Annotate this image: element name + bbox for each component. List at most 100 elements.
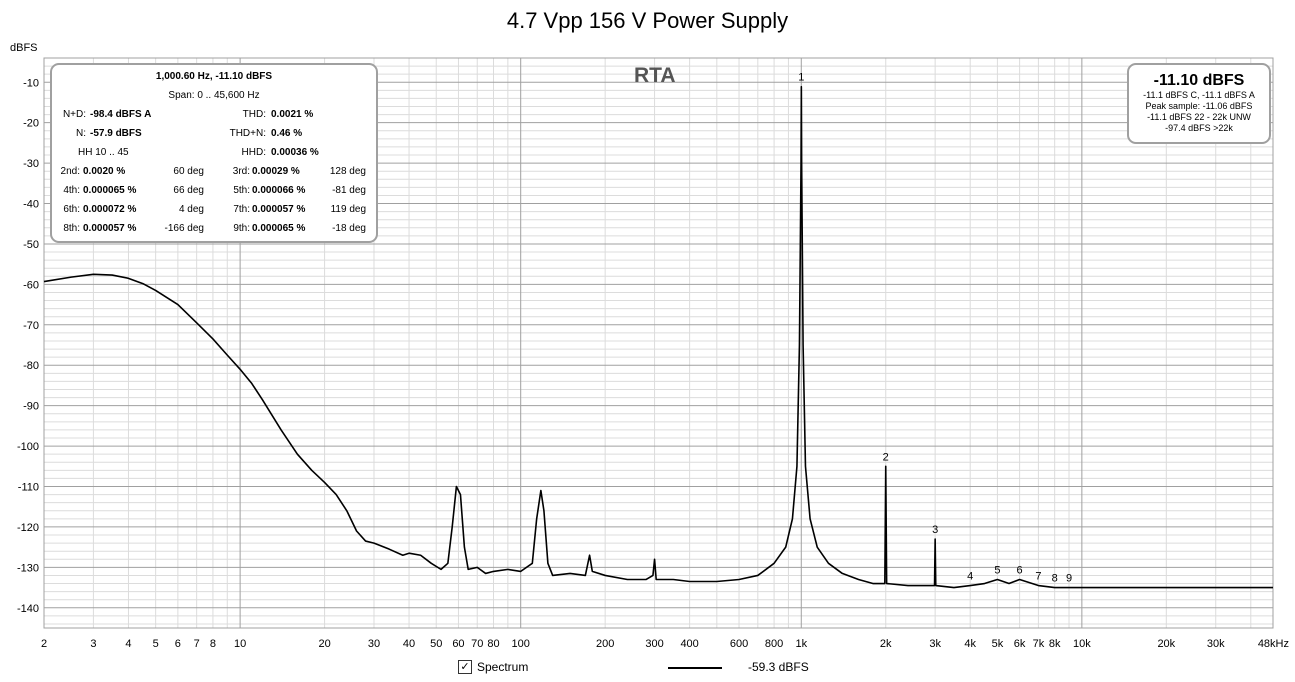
harmonic-label: 6th: [63, 204, 80, 215]
n-value: -57.9 dBFS [90, 128, 142, 139]
harmonic-value: 0.000057 % [252, 204, 306, 215]
harmonic-label: 8th: [63, 223, 80, 234]
x-tick-label: 3 [90, 638, 96, 650]
x-tick-label: 6k [1014, 638, 1026, 650]
x-tick-label: 5 [153, 638, 159, 650]
rta-label: RTA [634, 64, 676, 87]
x-tick-label: 1k [795, 638, 807, 650]
series-group [43, 85, 1273, 589]
harmonic-marker-label: 4 [967, 571, 973, 583]
y-tick-label: -110 [18, 482, 39, 494]
hhd-label: HHD: [241, 147, 266, 158]
harmonic-label: 5th: [233, 185, 250, 196]
harmonic-phase: -81 deg [332, 185, 366, 196]
harmonic-phase: -18 deg [332, 223, 366, 234]
fundamental-readout: 1,000.60 Hz, -11.10 dBFS [155, 71, 273, 82]
x-tick-label: 6 [175, 638, 181, 650]
harmonic-marker-label: 6 [1017, 564, 1023, 576]
chart-title: 4.7 Vpp 156 V Power Supply [506, 8, 789, 33]
x-tick-label: 30k [1207, 638, 1225, 650]
thd-label: THD: [242, 109, 266, 120]
thd-value: 0.0021 % [271, 109, 314, 120]
x-tick-label: 100 [512, 638, 530, 650]
harmonic-value: 0.000065 % [83, 185, 137, 196]
stats-row-span: Span: 0 .. 45,600 Hz [52, 88, 376, 107]
level-unweighted: -11.1 dBFS 22 - 22k UNW [1147, 112, 1251, 122]
x-tick-label: 2 [41, 638, 47, 650]
legend: ✓ Spectrum -59.3 dBFS [456, 658, 856, 676]
y-tick-label: -90 [23, 401, 39, 413]
nd-label: N+D: [62, 109, 86, 120]
x-tick-label: 3k [929, 638, 941, 650]
x-tick-label: 40 [403, 638, 415, 650]
harmonic-marker-label: 5 [994, 564, 1000, 576]
harmonic-value: 0.00029 % [252, 166, 300, 177]
level-weighted: -11.1 dBFS C, -11.1 dBFS A [1143, 90, 1255, 100]
y-tick-label: -80 [23, 360, 39, 372]
harmonic-value: 0.0020 % [83, 166, 126, 177]
major-grid [44, 58, 1273, 628]
y-tick-label: -130 [17, 562, 39, 574]
harmonic-phase: 119 deg [330, 204, 366, 215]
y-tick-label: -140 [17, 603, 39, 615]
y-tick-labels: -10 -20 -30 -40 -50 -60 -70 -80 -90 -100 -110 -120 -… [17, 77, 39, 615]
harmonic-value: 0.000072 % [83, 204, 137, 215]
x-tick-label: 300 [645, 638, 663, 650]
harmonic-markers: 1 2 3 4 5 67 8 9 [798, 72, 1072, 585]
y-tick-label: -10 [23, 77, 39, 89]
y-axis-unit-label: dBFS [10, 42, 38, 54]
harmonic-marker-label: 1 [798, 72, 804, 84]
harmonic-marker-label: 3 [932, 524, 938, 536]
harmonic-label: 4th: [63, 185, 80, 196]
harmonic-marker-label: 8 [1052, 573, 1058, 585]
harmonic-value: 0.000066 % [252, 185, 306, 196]
stats-row-frequency: 1,000.60 Hz, -11.10 dBFS [52, 69, 376, 88]
hh-range: HH 10 .. 45 [78, 147, 129, 158]
legend-line-swatch [668, 667, 722, 669]
x-tick-label: 30 [368, 638, 380, 650]
legend-value: -59.3 dBFS [748, 660, 809, 674]
harmonic-label: 3rd: [232, 166, 250, 177]
x-tick-label: 48kHz [1258, 638, 1289, 650]
x-tick-label: 70 [471, 638, 483, 650]
x-tick-label: 200 [596, 638, 614, 650]
harmonic-row: 2nd: 0.0020 % 60 deg 3rd: 0.00029 % 128 … [52, 164, 376, 183]
y-tick-label: -60 [23, 279, 39, 291]
stats-row-n: N: -57.9 dBFS THD+N: 0.46 % [52, 126, 376, 145]
harmonic-marker-label: 9 [1066, 573, 1072, 585]
x-tick-label: 50 [430, 638, 442, 650]
level-readout-panel[interactable]: -11.10 dBFS -11.1 dBFS C, -11.1 dBFS A P… [1127, 63, 1271, 144]
harmonic-phase: 4 deg [178, 204, 204, 215]
harmonic-marker-label: 2 [883, 451, 889, 463]
harmonic-row: 4th: 0.000065 % 66 deg 5th: 0.000066 % -… [52, 183, 376, 202]
x-tick-label: 10k [1073, 638, 1091, 650]
nd-value: -98.4 dBFS A [90, 109, 152, 120]
y-tick-label: -120 [17, 522, 39, 534]
x-tick-label: 600 [730, 638, 748, 650]
distortion-stats-panel[interactable]: 1,000.60 Hz, -11.10 dBFS Span: 0 .. 45,6… [50, 63, 378, 243]
x-tick-label: 4k [964, 638, 976, 650]
x-tick-label: 8k [1049, 638, 1061, 650]
x-tick-label: 7 [194, 638, 200, 650]
y-tick-label: -100 [17, 441, 39, 453]
y-tick-label: -50 [23, 239, 39, 251]
minor-grid [44, 57, 1273, 628]
thdn-value: 0.46 % [271, 128, 303, 139]
x-tick-label: 60 [452, 638, 464, 650]
x-tick-label: 80 [487, 638, 499, 650]
harmonic-value: 0.000057 % [83, 223, 137, 234]
spectrum-checkbox[interactable]: ✓ [458, 660, 472, 674]
spectrum-line [43, 85, 1273, 589]
harmonic-row: 8th: 0.000057 % -166 deg 9th: 0.000065 %… [52, 221, 376, 240]
stats-row-nd: N+D: -98.4 dBFS A THD: 0.0021 % [52, 107, 376, 126]
stats-row-hh: HH 10 .. 45 HHD: 0.00036 % [52, 145, 376, 164]
harmonic-phase: -166 deg [164, 223, 204, 234]
y-tick-label: -30 [23, 158, 39, 170]
x-tick-labels: 2 3 4 5 6 7 8 10 20 30 40 50 60 70 80 100 200 300 400 600 80… [41, 638, 1289, 650]
x-tick-label: 2k [880, 638, 892, 650]
harmonic-row: 6th: 0.000072 % 4 deg 7th: 0.000057 % 11… [52, 202, 376, 221]
x-tick-label: 20k [1157, 638, 1175, 650]
x-tick-label: 400 [680, 638, 698, 650]
x-tick-label: 800 [765, 638, 783, 650]
